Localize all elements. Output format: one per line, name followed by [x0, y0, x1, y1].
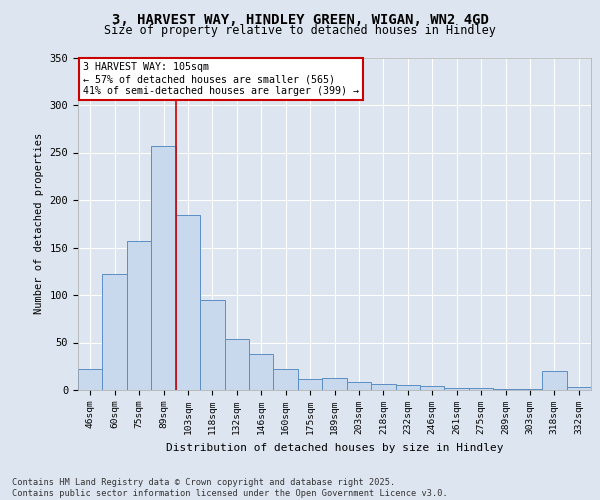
- Bar: [224, 338, 249, 390]
- Bar: [176, 215, 200, 390]
- X-axis label: Distribution of detached houses by size in Hindley: Distribution of detached houses by size …: [166, 442, 503, 452]
- Bar: [518, 389, 542, 390]
- Bar: [78, 369, 103, 390]
- Bar: [395, 385, 420, 390]
- Bar: [274, 369, 298, 390]
- Bar: [127, 241, 151, 390]
- Bar: [103, 274, 127, 390]
- Bar: [542, 371, 566, 390]
- Bar: [322, 378, 347, 390]
- Bar: [249, 354, 274, 390]
- Text: Contains HM Land Registry data © Crown copyright and database right 2025.
Contai: Contains HM Land Registry data © Crown c…: [12, 478, 448, 498]
- Bar: [566, 387, 591, 390]
- Bar: [420, 386, 445, 390]
- Text: 3 HARVEST WAY: 105sqm
← 57% of detached houses are smaller (565)
41% of semi-det: 3 HARVEST WAY: 105sqm ← 57% of detached …: [83, 62, 359, 96]
- Bar: [151, 146, 176, 390]
- Text: 3, HARVEST WAY, HINDLEY GREEN, WIGAN, WN2 4GD: 3, HARVEST WAY, HINDLEY GREEN, WIGAN, WN…: [112, 12, 488, 26]
- Bar: [200, 300, 224, 390]
- Y-axis label: Number of detached properties: Number of detached properties: [34, 133, 44, 314]
- Bar: [298, 378, 322, 390]
- Bar: [347, 382, 371, 390]
- Bar: [445, 388, 469, 390]
- Bar: [371, 384, 395, 390]
- Bar: [469, 388, 493, 390]
- Text: Size of property relative to detached houses in Hindley: Size of property relative to detached ho…: [104, 24, 496, 37]
- Bar: [493, 389, 518, 390]
